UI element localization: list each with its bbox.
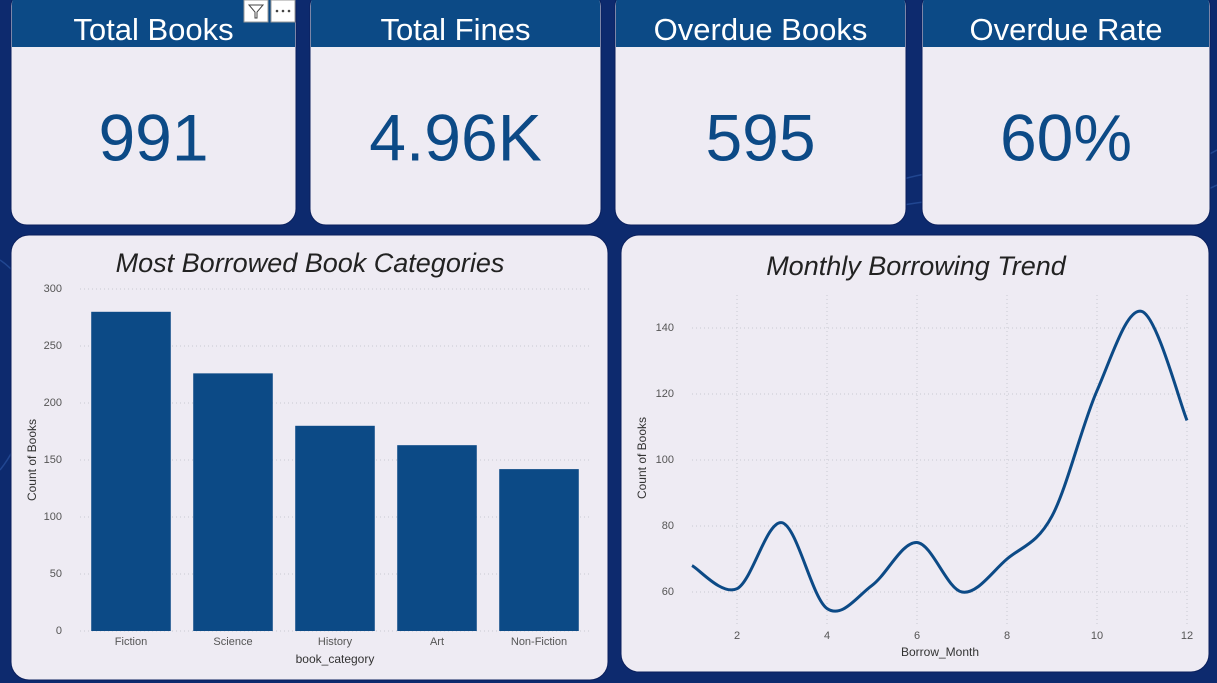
y-tick-label: 120: [656, 388, 674, 400]
y-tick-label: 60: [662, 586, 674, 598]
card-value: 4.96K: [369, 100, 541, 174]
bar: [193, 373, 273, 631]
card-header: [923, 30, 1209, 47]
x-tick-label: Science: [213, 636, 252, 648]
card-title: Total Books: [73, 12, 233, 47]
card-title: Total Fines: [381, 12, 531, 47]
card-header: [12, 30, 295, 47]
x-tick-label: 4: [824, 630, 830, 642]
x-tick-label: 10: [1091, 630, 1103, 642]
x-tick-label: History: [318, 636, 353, 648]
filter-icon: [247, 4, 265, 19]
card: [309, 0, 602, 226]
y-tick-label: 140: [656, 322, 674, 334]
x-tick-label: Art: [430, 636, 444, 648]
bar: [397, 445, 477, 631]
card-header: [311, 30, 600, 47]
card-value: 595: [705, 100, 815, 174]
x-axis-title: Borrow_Month: [901, 645, 979, 659]
filter-icon: [243, 0, 269, 23]
y-axis-title: Count of Books: [25, 419, 39, 501]
card: [921, 0, 1211, 226]
chart-title: Monthly Borrowing Trend: [766, 251, 1067, 281]
line: [691, 309, 1189, 613]
x-tick-label: 6: [914, 630, 920, 642]
x-tick-label: Fiction: [115, 636, 147, 648]
card-value: 991: [98, 100, 208, 174]
bar: [499, 469, 579, 631]
card-title: Overdue Books: [654, 12, 868, 47]
x-tick-label: Non-Fiction: [511, 636, 567, 648]
y-tick-label: 250: [44, 340, 62, 352]
more-options: [275, 9, 279, 13]
card: [614, 0, 907, 226]
more-options: [287, 9, 291, 13]
bar: [295, 425, 375, 631]
y-tick-label: 80: [662, 520, 674, 532]
y-tick-label: 100: [656, 454, 674, 466]
card-title: Overdue Rate: [970, 12, 1163, 47]
y-tick-label: 300: [44, 283, 62, 295]
x-tick-label: 2: [734, 630, 740, 642]
more-options: [281, 9, 285, 13]
bar: [91, 311, 171, 631]
y-tick-label: 100: [44, 511, 62, 523]
y-tick-label: 150: [44, 454, 62, 466]
y-tick-label: 200: [44, 397, 62, 409]
chart-title: Most Borrowed Book Categories: [116, 248, 505, 278]
card-header: [616, 30, 905, 47]
chart-panel: [620, 234, 1210, 673]
y-tick-label: 0: [56, 625, 62, 637]
x-axis-title: book_category: [296, 652, 375, 666]
x-tick-label: 8: [1004, 630, 1010, 642]
y-tick-label: 50: [50, 568, 62, 580]
card: [10, 0, 297, 226]
card-value: 60%: [1000, 100, 1132, 174]
y-axis-title: Count of Books: [635, 417, 649, 499]
x-tick-label: 12: [1181, 630, 1193, 642]
